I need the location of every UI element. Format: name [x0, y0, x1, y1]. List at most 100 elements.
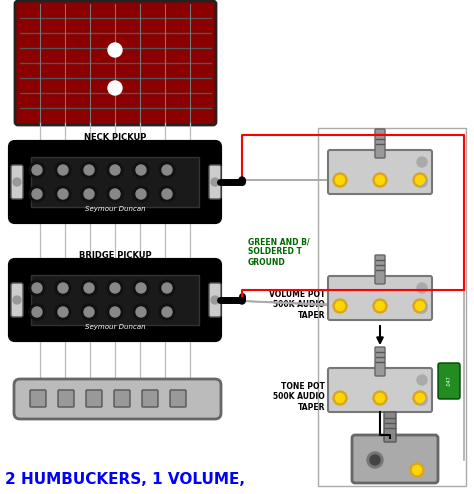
Circle shape: [32, 307, 42, 317]
Circle shape: [336, 175, 345, 184]
Circle shape: [136, 283, 146, 293]
FancyBboxPatch shape: [14, 379, 221, 419]
Circle shape: [333, 173, 347, 187]
Circle shape: [29, 162, 45, 178]
Circle shape: [136, 189, 146, 199]
Circle shape: [373, 299, 387, 313]
Circle shape: [29, 186, 45, 202]
Bar: [31, 275, 199, 325]
Circle shape: [375, 394, 384, 403]
FancyBboxPatch shape: [352, 435, 438, 483]
Circle shape: [416, 301, 425, 311]
Circle shape: [211, 178, 219, 186]
Circle shape: [162, 307, 172, 317]
Circle shape: [107, 304, 123, 320]
Circle shape: [162, 189, 172, 199]
FancyBboxPatch shape: [328, 368, 432, 412]
Bar: [318, 128, 466, 486]
Circle shape: [55, 162, 71, 178]
Text: Seymour Duncan: Seymour Duncan: [85, 324, 146, 330]
Circle shape: [81, 280, 97, 296]
Circle shape: [413, 391, 427, 405]
Text: BRIDGE PICKUP: BRIDGE PICKUP: [79, 251, 151, 260]
Circle shape: [32, 283, 42, 293]
Circle shape: [32, 189, 42, 199]
FancyBboxPatch shape: [170, 390, 186, 407]
Circle shape: [29, 304, 45, 320]
Circle shape: [373, 391, 387, 405]
Circle shape: [55, 280, 71, 296]
Circle shape: [107, 186, 123, 202]
Circle shape: [410, 463, 424, 477]
Circle shape: [84, 165, 94, 175]
Circle shape: [107, 162, 123, 178]
FancyBboxPatch shape: [438, 363, 460, 399]
Circle shape: [84, 307, 94, 317]
Circle shape: [239, 177, 245, 183]
FancyBboxPatch shape: [328, 150, 432, 194]
Circle shape: [81, 162, 97, 178]
Circle shape: [413, 299, 427, 313]
Circle shape: [159, 186, 175, 202]
FancyBboxPatch shape: [209, 165, 221, 199]
Circle shape: [159, 162, 175, 178]
FancyBboxPatch shape: [30, 390, 46, 407]
Circle shape: [333, 391, 347, 405]
Circle shape: [84, 189, 94, 199]
Circle shape: [373, 173, 387, 187]
Circle shape: [336, 301, 345, 311]
Text: NECK PICKUP: NECK PICKUP: [84, 133, 146, 142]
Circle shape: [107, 280, 123, 296]
Circle shape: [417, 375, 427, 385]
Circle shape: [108, 81, 122, 95]
Circle shape: [417, 177, 427, 187]
Circle shape: [110, 189, 120, 199]
Circle shape: [239, 298, 245, 304]
FancyBboxPatch shape: [114, 390, 130, 407]
FancyBboxPatch shape: [10, 142, 220, 222]
Text: GREEN AND B/
SOLDERED T
GROUND: GREEN AND B/ SOLDERED T GROUND: [248, 237, 310, 267]
Circle shape: [416, 394, 425, 403]
Circle shape: [58, 189, 68, 199]
FancyBboxPatch shape: [209, 283, 221, 317]
FancyBboxPatch shape: [10, 260, 220, 340]
Circle shape: [416, 175, 425, 184]
Text: .047: .047: [447, 375, 452, 386]
Circle shape: [336, 394, 345, 403]
Circle shape: [13, 296, 21, 304]
Circle shape: [81, 186, 97, 202]
Circle shape: [136, 165, 146, 175]
Circle shape: [211, 296, 219, 304]
Circle shape: [367, 452, 383, 468]
Circle shape: [133, 186, 149, 202]
Text: VOLUME POT
500K AUDIO
TAPER: VOLUME POT 500K AUDIO TAPER: [269, 290, 325, 320]
Text: TONE POT
500K AUDIO
TAPER: TONE POT 500K AUDIO TAPER: [273, 382, 325, 412]
Circle shape: [133, 280, 149, 296]
Circle shape: [370, 455, 380, 465]
FancyBboxPatch shape: [86, 390, 102, 407]
Text: 2 HUMBUCKERS, 1 VOLUME,: 2 HUMBUCKERS, 1 VOLUME,: [5, 472, 245, 487]
Circle shape: [133, 304, 149, 320]
Circle shape: [417, 157, 427, 167]
Circle shape: [81, 304, 97, 320]
Circle shape: [58, 283, 68, 293]
Circle shape: [159, 304, 175, 320]
Circle shape: [55, 186, 71, 202]
FancyBboxPatch shape: [384, 412, 396, 442]
Circle shape: [162, 283, 172, 293]
FancyBboxPatch shape: [11, 283, 23, 317]
FancyBboxPatch shape: [328, 276, 432, 320]
Circle shape: [110, 307, 120, 317]
FancyBboxPatch shape: [58, 390, 74, 407]
Circle shape: [417, 283, 427, 293]
Circle shape: [84, 283, 94, 293]
Circle shape: [333, 299, 347, 313]
FancyBboxPatch shape: [15, 1, 216, 125]
Circle shape: [413, 173, 427, 187]
Circle shape: [108, 43, 122, 57]
FancyBboxPatch shape: [375, 129, 385, 158]
Text: Seymour Duncan: Seymour Duncan: [85, 206, 146, 212]
Circle shape: [162, 165, 172, 175]
Circle shape: [417, 303, 427, 313]
FancyBboxPatch shape: [142, 390, 158, 407]
